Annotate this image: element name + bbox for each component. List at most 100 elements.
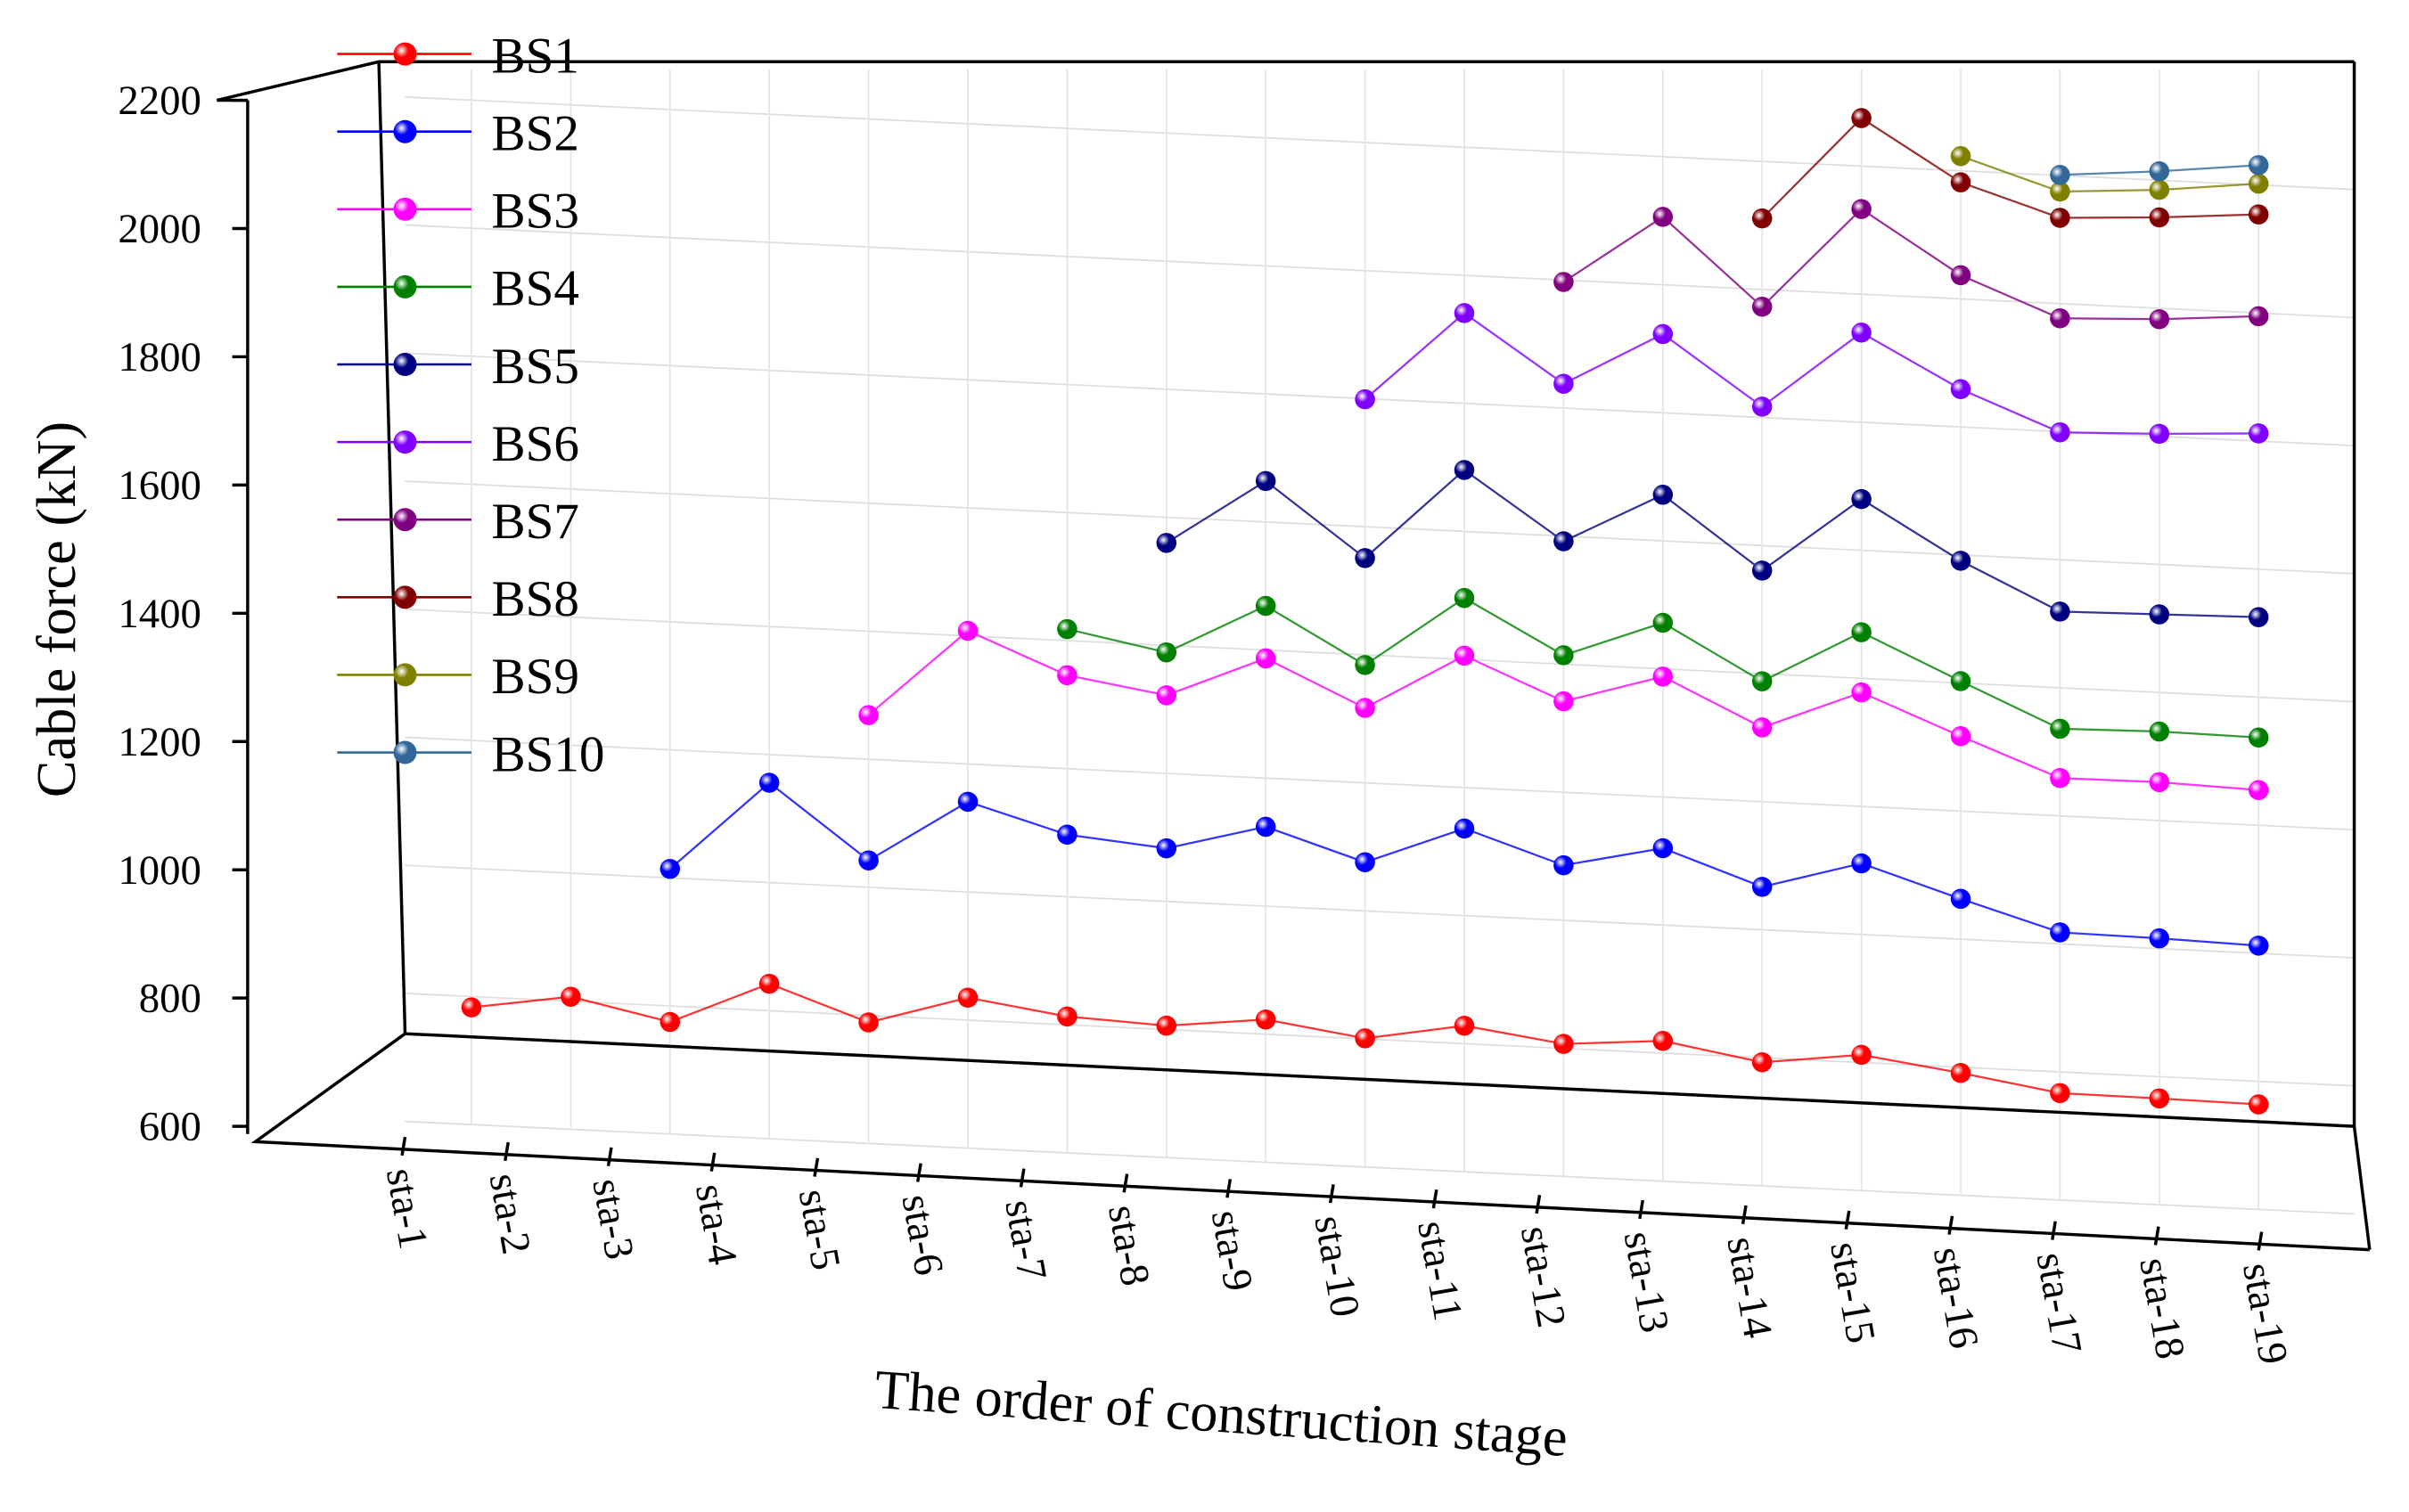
data-point (1255, 816, 1276, 838)
x-tick-label: sta-15 (1821, 1238, 1884, 1347)
legend-marker (393, 508, 417, 532)
axis-frame (216, 60, 2372, 1252)
y-tick-label: 1400 (118, 591, 201, 637)
data-point (1355, 388, 1375, 410)
legend-marker (393, 353, 417, 376)
data-point (1652, 666, 1674, 687)
data-point (1950, 145, 1971, 167)
legend-label: BS7 (491, 494, 578, 550)
data-point (1851, 199, 1872, 219)
data-point (1355, 852, 1375, 872)
legend-label: BS3 (491, 184, 578, 240)
x-tick (1535, 1194, 1542, 1214)
data-point (1156, 685, 1177, 706)
legend-marker (393, 119, 417, 143)
data-point (1652, 1031, 1674, 1051)
grid-line (405, 352, 2355, 447)
legend-marker (393, 430, 417, 454)
data-point (1652, 485, 1674, 505)
legend-marker (393, 42, 417, 66)
x-tick-label: sta-5 (790, 1186, 849, 1274)
grid-line (405, 95, 2355, 191)
data-point (2248, 423, 2269, 444)
data-point (461, 997, 482, 1018)
x-tick (606, 1147, 613, 1167)
legend-label: BS2 (491, 105, 578, 161)
data-point (2050, 421, 2070, 443)
data-point (1454, 460, 1475, 480)
x-tick (1431, 1189, 1438, 1209)
data-point (957, 791, 979, 813)
data-point (2248, 1094, 2269, 1115)
data-point (2050, 165, 2070, 185)
data-point (1355, 698, 1375, 718)
legend-label: BS10 (491, 726, 604, 782)
x-tick (1844, 1210, 1851, 1230)
data-point (2248, 780, 2269, 800)
data-point (1851, 853, 1872, 874)
x-tick (2257, 1231, 2264, 1251)
x-tick-label: sta-7 (996, 1197, 1055, 1285)
data-point (1255, 648, 1276, 669)
y-tick-label: 2200 (118, 78, 201, 124)
data-point (1851, 108, 1872, 128)
data-point (1156, 533, 1177, 553)
data-point (1553, 691, 1574, 712)
legend-label: BS1 (491, 28, 578, 84)
x-tick-label: sta-1 (377, 1165, 437, 1253)
y-tick-label: 2000 (118, 206, 201, 252)
grid-line (405, 864, 2355, 959)
legend-label: BS8 (491, 571, 578, 627)
x-tick (1741, 1205, 1748, 1225)
series-line (1761, 117, 2259, 219)
grid (405, 69, 2355, 1215)
y-tick-label: 1600 (118, 462, 201, 509)
data-point (2050, 718, 2070, 740)
data-point (1950, 726, 1971, 747)
data-point (1851, 1044, 1872, 1066)
x-tick-label: sta-14 (1717, 1233, 1781, 1342)
x-tick-label: sta-6 (893, 1191, 953, 1279)
data-point (2149, 772, 2170, 793)
data-point (2149, 309, 2170, 330)
data-point (1553, 645, 1574, 666)
data-point (1751, 396, 1773, 417)
data-point (2050, 601, 2070, 622)
legend-label: BS6 (491, 416, 578, 472)
data-point (1057, 618, 1077, 640)
x-tick (1328, 1184, 1335, 1204)
data-point (758, 973, 780, 994)
data-point (1057, 1006, 1077, 1027)
data-point (2248, 204, 2269, 225)
legend-label: BS5 (491, 339, 578, 395)
data-point (1553, 531, 1574, 552)
data-point (1454, 303, 1475, 323)
x-tick (2051, 1221, 2057, 1240)
data-point (660, 858, 681, 879)
x-tick (400, 1136, 407, 1156)
x-axis-title: The order of construction stage (873, 1359, 1569, 1468)
y-axis-title: Cable force (kN) (26, 421, 87, 797)
data-point (1057, 824, 1077, 846)
data-point (2149, 207, 2170, 228)
data-point (1950, 172, 1971, 192)
data-point (2248, 306, 2269, 327)
data-point (1950, 551, 1971, 571)
grid-line (405, 224, 2355, 319)
y-tick-label: 1200 (118, 719, 201, 765)
x-tick-label: sta-4 (686, 1181, 746, 1269)
grid-line (405, 736, 2355, 831)
data-point (1751, 208, 1773, 229)
data-point (2248, 155, 2269, 176)
data-point (1751, 560, 1773, 581)
data-point (1751, 297, 1773, 317)
x-tick-label: sta-16 (1924, 1244, 1987, 1353)
data-point (1553, 1034, 1574, 1054)
data-point (660, 1011, 681, 1033)
data-point (2050, 308, 2070, 329)
data-point (2248, 936, 2269, 956)
data-point (2050, 208, 2070, 228)
data-point (1652, 612, 1674, 633)
data-point (1652, 207, 1674, 227)
data-point (1454, 818, 1475, 839)
